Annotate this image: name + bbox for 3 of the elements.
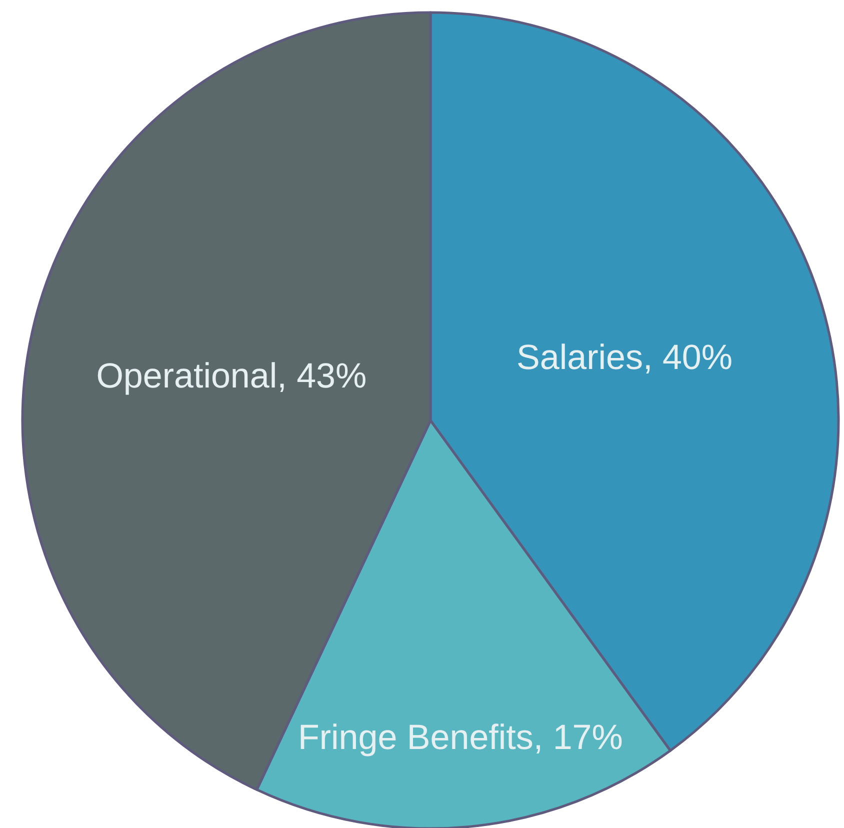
slice-label: Operational, 43% — [96, 356, 367, 396]
slice-label: Fringe Benefits, 17% — [298, 718, 623, 757]
slice-label: Salaries, 40% — [516, 338, 732, 377]
